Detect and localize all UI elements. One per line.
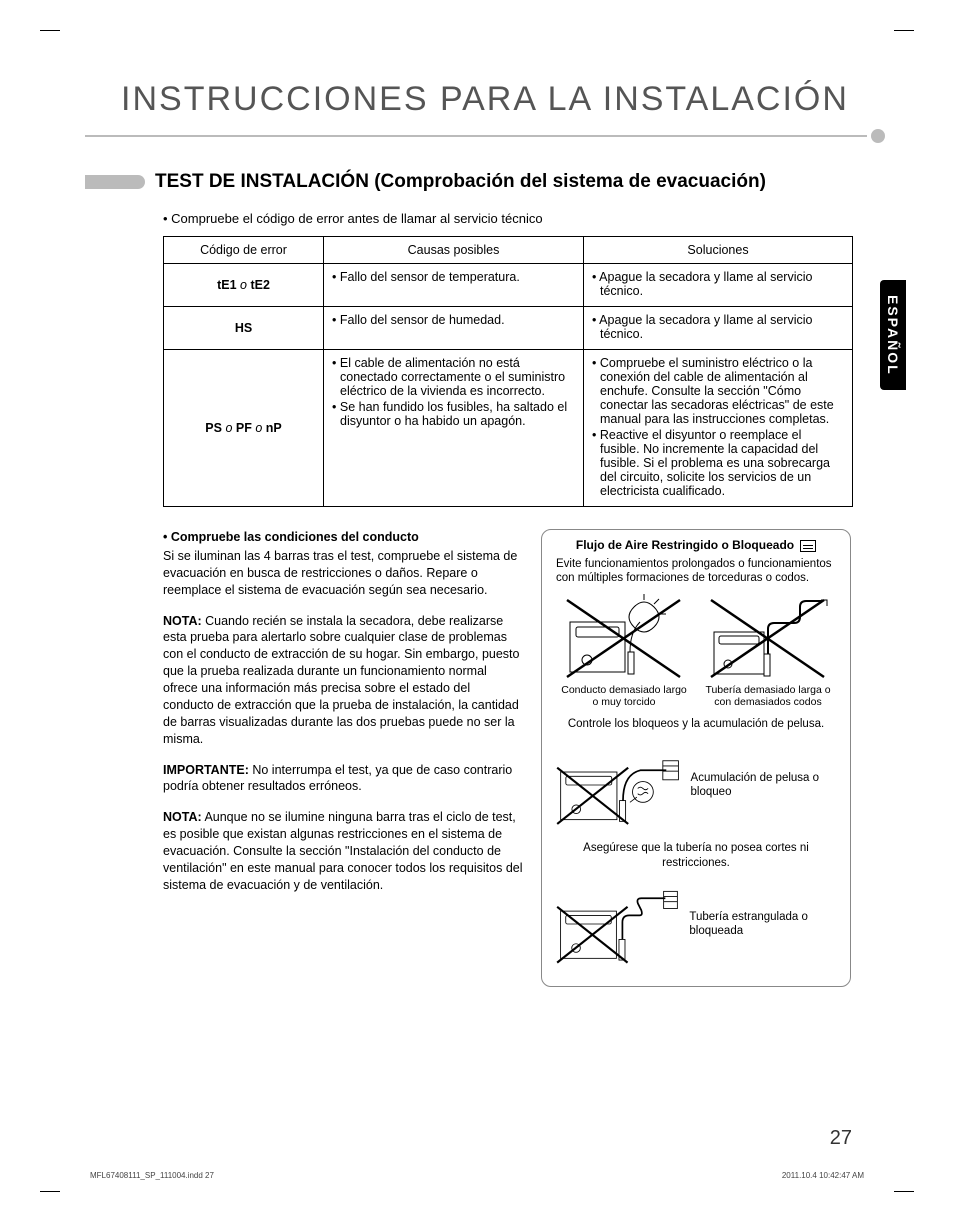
cell-code: tE1 o tE2 [164, 264, 324, 307]
th-code: Código de error [164, 237, 324, 264]
cell-solution: Compruebe el suministro eléctrico o la c… [584, 350, 853, 507]
bars-icon [800, 540, 816, 552]
diagram-long-twisted [562, 592, 687, 682]
nota-label: NOTA: [163, 614, 202, 628]
diagram-lint-block: Acumulación de pelusa o bloqueo [552, 735, 840, 835]
cell-code: PS o PF o nP [164, 350, 324, 507]
duct-check-heading: • Compruebe las condiciones del conducto [163, 529, 523, 546]
airflow-box-title-row: Flujo de Aire Restringido o Bloqueado [552, 538, 840, 553]
footer-left: MFL67408111_SP_111004.indd 27 [90, 1171, 214, 1180]
duct-check-p1: Si se iluminan las 4 barras tras el test… [163, 548, 523, 599]
airflow-subtext: Evite funcionamientos prolongados o func… [556, 557, 836, 586]
cell-solution: Apague la secadora y llame al servicio t… [584, 264, 853, 307]
section-title: TEST DE INSTALACIÓN (Comprobación del si… [155, 171, 766, 193]
diagram-kinked: Tubería estrangulada o bloqueada [552, 874, 840, 974]
rule-dot-icon [871, 129, 885, 143]
rule-line [85, 135, 867, 137]
duct-check-p4: NOTA: Aunque no se ilumine ninguna barra… [163, 809, 523, 893]
intro-text: • Compruebe el código de error antes de … [163, 211, 885, 226]
lower-columns: • Compruebe las condiciones del conducto… [163, 529, 885, 987]
crop-mark [894, 30, 914, 31]
duct-check-p3: IMPORTANTE: No interrumpa el test, ya qu… [163, 762, 523, 796]
page-title: INSTRUCCIONES PARA LA INSTALACIÓN [85, 80, 885, 119]
left-column: • Compruebe las condiciones del conducto… [163, 529, 523, 987]
section-heading: TEST DE INSTALACIÓN (Comprobación del si… [85, 171, 885, 193]
caption-2: Tubería demasiado larga o con demasiados… [703, 684, 833, 709]
page-number: 27 [830, 1127, 852, 1150]
page-content: INSTRUCCIONES PARA LA INSTALACIÓN TEST D… [85, 60, 885, 987]
mid-text-2: Asegúrese que la tubería no posea cortes… [552, 841, 840, 870]
airflow-box: Flujo de Aire Restringido o Bloqueado Ev… [541, 529, 851, 987]
crop-mark [40, 1191, 60, 1192]
table-row: HSFallo del sensor de humedad.Apague la … [164, 307, 853, 350]
table-row: tE1 o tE2Fallo del sensor de temperatura… [164, 264, 853, 307]
crop-mark [894, 1191, 914, 1192]
cell-cause: El cable de alimentación no está conecta… [324, 350, 584, 507]
importante-label: IMPORTANTE: [163, 763, 249, 777]
diagram-row-1 [552, 592, 840, 682]
diagram-too-many-elbows [706, 592, 831, 682]
label-kinked: Tubería estrangulada o bloqueada [689, 910, 840, 939]
label-lint: Acumulación de pelusa o bloqueo [691, 771, 840, 800]
heading-pill-icon [85, 175, 145, 189]
caption-1: Conducto demasiado largo o muy torcido [559, 684, 689, 709]
th-cause: Causas posibles [324, 237, 584, 264]
th-solution: Soluciones [584, 237, 853, 264]
nota2-label: NOTA: [163, 810, 202, 824]
cell-solution: Apague la secadora y llame al servicio t… [584, 307, 853, 350]
language-tab-label: ESPAÑOL [885, 295, 901, 376]
error-code-table: Código de error Causas posibles Solucion… [163, 236, 853, 507]
title-rule [85, 129, 885, 143]
mid-text-1: Controle los bloqueos y la acumulación d… [552, 717, 840, 731]
nota-text: Cuando recién se instala la secadora, de… [163, 614, 519, 746]
airflow-box-title: Flujo de Aire Restringido o Bloqueado [576, 538, 794, 553]
diagram-captions-1: Conducto demasiado largo o muy torcido T… [552, 684, 840, 709]
cell-cause: Fallo del sensor de humedad. [324, 307, 584, 350]
duct-check-p2: NOTA: Cuando recién se instala la secado… [163, 613, 523, 748]
nota2-text: Aunque no se ilumine ninguna barra tras … [163, 810, 523, 892]
crop-mark [40, 30, 60, 31]
footer-right: 2011.10.4 10:42:47 AM [782, 1171, 864, 1180]
cell-code: HS [164, 307, 324, 350]
cell-cause: Fallo del sensor de temperatura. [324, 264, 584, 307]
table-row: PS o PF o nPEl cable de alimentación no … [164, 350, 853, 507]
